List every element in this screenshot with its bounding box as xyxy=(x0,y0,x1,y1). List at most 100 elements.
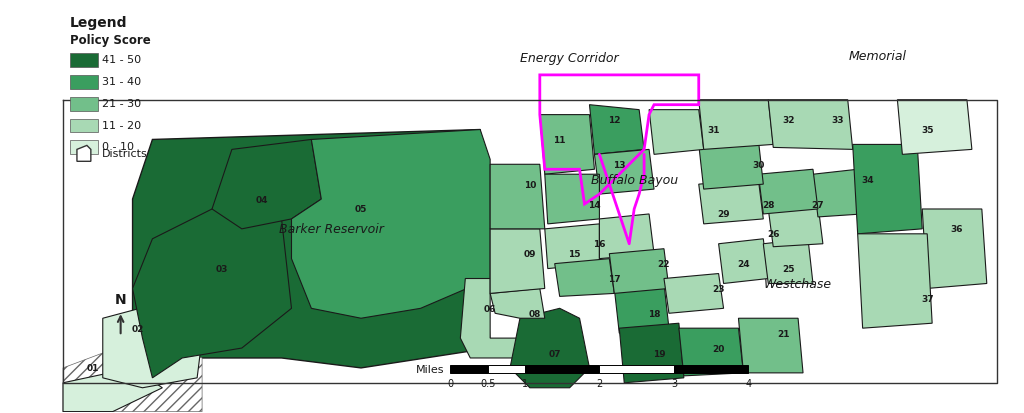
Polygon shape xyxy=(698,100,773,150)
Bar xyxy=(451,365,487,373)
Polygon shape xyxy=(490,289,545,318)
Text: Buffalo Bayou: Buffalo Bayou xyxy=(591,173,678,186)
Text: N: N xyxy=(115,293,126,306)
Polygon shape xyxy=(63,338,202,412)
Text: 16: 16 xyxy=(593,240,605,249)
Polygon shape xyxy=(599,214,654,259)
Text: 19: 19 xyxy=(652,349,666,358)
Polygon shape xyxy=(132,130,490,378)
Polygon shape xyxy=(853,145,923,234)
Polygon shape xyxy=(620,323,684,383)
Polygon shape xyxy=(545,224,599,269)
Text: 21 - 30: 21 - 30 xyxy=(101,98,141,109)
Text: 17: 17 xyxy=(608,274,621,283)
Text: Memorial: Memorial xyxy=(849,50,906,62)
Polygon shape xyxy=(555,259,614,297)
Text: 04: 04 xyxy=(255,195,268,204)
Text: 31: 31 xyxy=(708,126,720,135)
Text: 24: 24 xyxy=(737,259,750,268)
Polygon shape xyxy=(897,100,972,155)
Polygon shape xyxy=(664,274,724,313)
Polygon shape xyxy=(759,170,818,214)
Text: 34: 34 xyxy=(861,175,873,184)
Text: Legend: Legend xyxy=(70,16,127,30)
Text: 27: 27 xyxy=(812,200,824,209)
Text: 37: 37 xyxy=(921,294,934,303)
Polygon shape xyxy=(813,170,862,217)
Polygon shape xyxy=(679,328,743,376)
Polygon shape xyxy=(719,239,768,284)
Text: 0: 0 xyxy=(447,378,454,388)
Text: 18: 18 xyxy=(648,309,660,318)
Polygon shape xyxy=(132,199,292,378)
Text: 10: 10 xyxy=(523,180,537,189)
Text: Miles: Miles xyxy=(416,364,444,374)
Text: 32: 32 xyxy=(782,116,795,125)
Bar xyxy=(487,365,525,373)
Text: 20: 20 xyxy=(713,344,725,353)
Polygon shape xyxy=(292,130,490,318)
Polygon shape xyxy=(698,140,763,190)
Polygon shape xyxy=(923,209,987,289)
Text: 11: 11 xyxy=(553,135,566,145)
Text: 1: 1 xyxy=(522,378,528,388)
Text: 01: 01 xyxy=(87,363,99,373)
Text: 15: 15 xyxy=(568,249,581,259)
Bar xyxy=(674,365,749,373)
Text: 02: 02 xyxy=(131,324,143,333)
Polygon shape xyxy=(590,105,644,155)
Text: 30: 30 xyxy=(753,160,765,169)
Text: 28: 28 xyxy=(762,200,774,209)
Text: 07: 07 xyxy=(549,349,561,358)
Text: 33: 33 xyxy=(831,116,844,125)
Polygon shape xyxy=(490,165,545,229)
Polygon shape xyxy=(510,309,590,388)
Polygon shape xyxy=(212,140,322,229)
Polygon shape xyxy=(595,150,654,195)
Polygon shape xyxy=(102,299,202,388)
Bar xyxy=(525,365,599,373)
Text: Energy Corridor: Energy Corridor xyxy=(520,52,618,65)
Text: Districts: Districts xyxy=(101,149,147,159)
Text: 25: 25 xyxy=(782,264,795,273)
Text: 31 - 40: 31 - 40 xyxy=(101,77,141,87)
Polygon shape xyxy=(768,204,823,247)
Text: Barker Reservoir: Barker Reservoir xyxy=(279,223,384,236)
Bar xyxy=(70,141,98,155)
Text: 0 - 10: 0 - 10 xyxy=(101,142,134,152)
Polygon shape xyxy=(738,318,803,373)
Text: Policy Score: Policy Score xyxy=(70,34,151,47)
Bar xyxy=(70,54,98,68)
Text: 03: 03 xyxy=(216,264,228,273)
Polygon shape xyxy=(614,284,669,333)
Text: 08: 08 xyxy=(528,309,541,318)
Bar xyxy=(599,365,674,373)
Text: 29: 29 xyxy=(717,210,730,219)
Polygon shape xyxy=(461,279,540,358)
Polygon shape xyxy=(768,100,853,150)
Text: 41 - 50: 41 - 50 xyxy=(101,55,141,65)
Bar xyxy=(70,119,98,133)
Polygon shape xyxy=(545,175,599,224)
Text: 22: 22 xyxy=(657,259,671,268)
Text: 13: 13 xyxy=(613,160,626,169)
Bar xyxy=(70,76,98,90)
Text: 21: 21 xyxy=(777,329,790,338)
Text: 0.5: 0.5 xyxy=(480,378,496,388)
Text: 26: 26 xyxy=(767,230,779,239)
Polygon shape xyxy=(649,110,703,155)
Polygon shape xyxy=(63,368,163,412)
Polygon shape xyxy=(858,234,932,328)
Polygon shape xyxy=(77,146,91,162)
Polygon shape xyxy=(490,229,545,294)
Text: 09: 09 xyxy=(523,249,537,259)
Polygon shape xyxy=(698,180,763,224)
Polygon shape xyxy=(540,115,595,175)
Polygon shape xyxy=(763,239,813,284)
Text: 06: 06 xyxy=(484,304,497,313)
Text: 14: 14 xyxy=(588,200,601,209)
Text: 2: 2 xyxy=(596,378,602,388)
Text: 11 - 20: 11 - 20 xyxy=(101,120,141,130)
Text: 4: 4 xyxy=(745,378,752,388)
Text: 3: 3 xyxy=(671,378,677,388)
